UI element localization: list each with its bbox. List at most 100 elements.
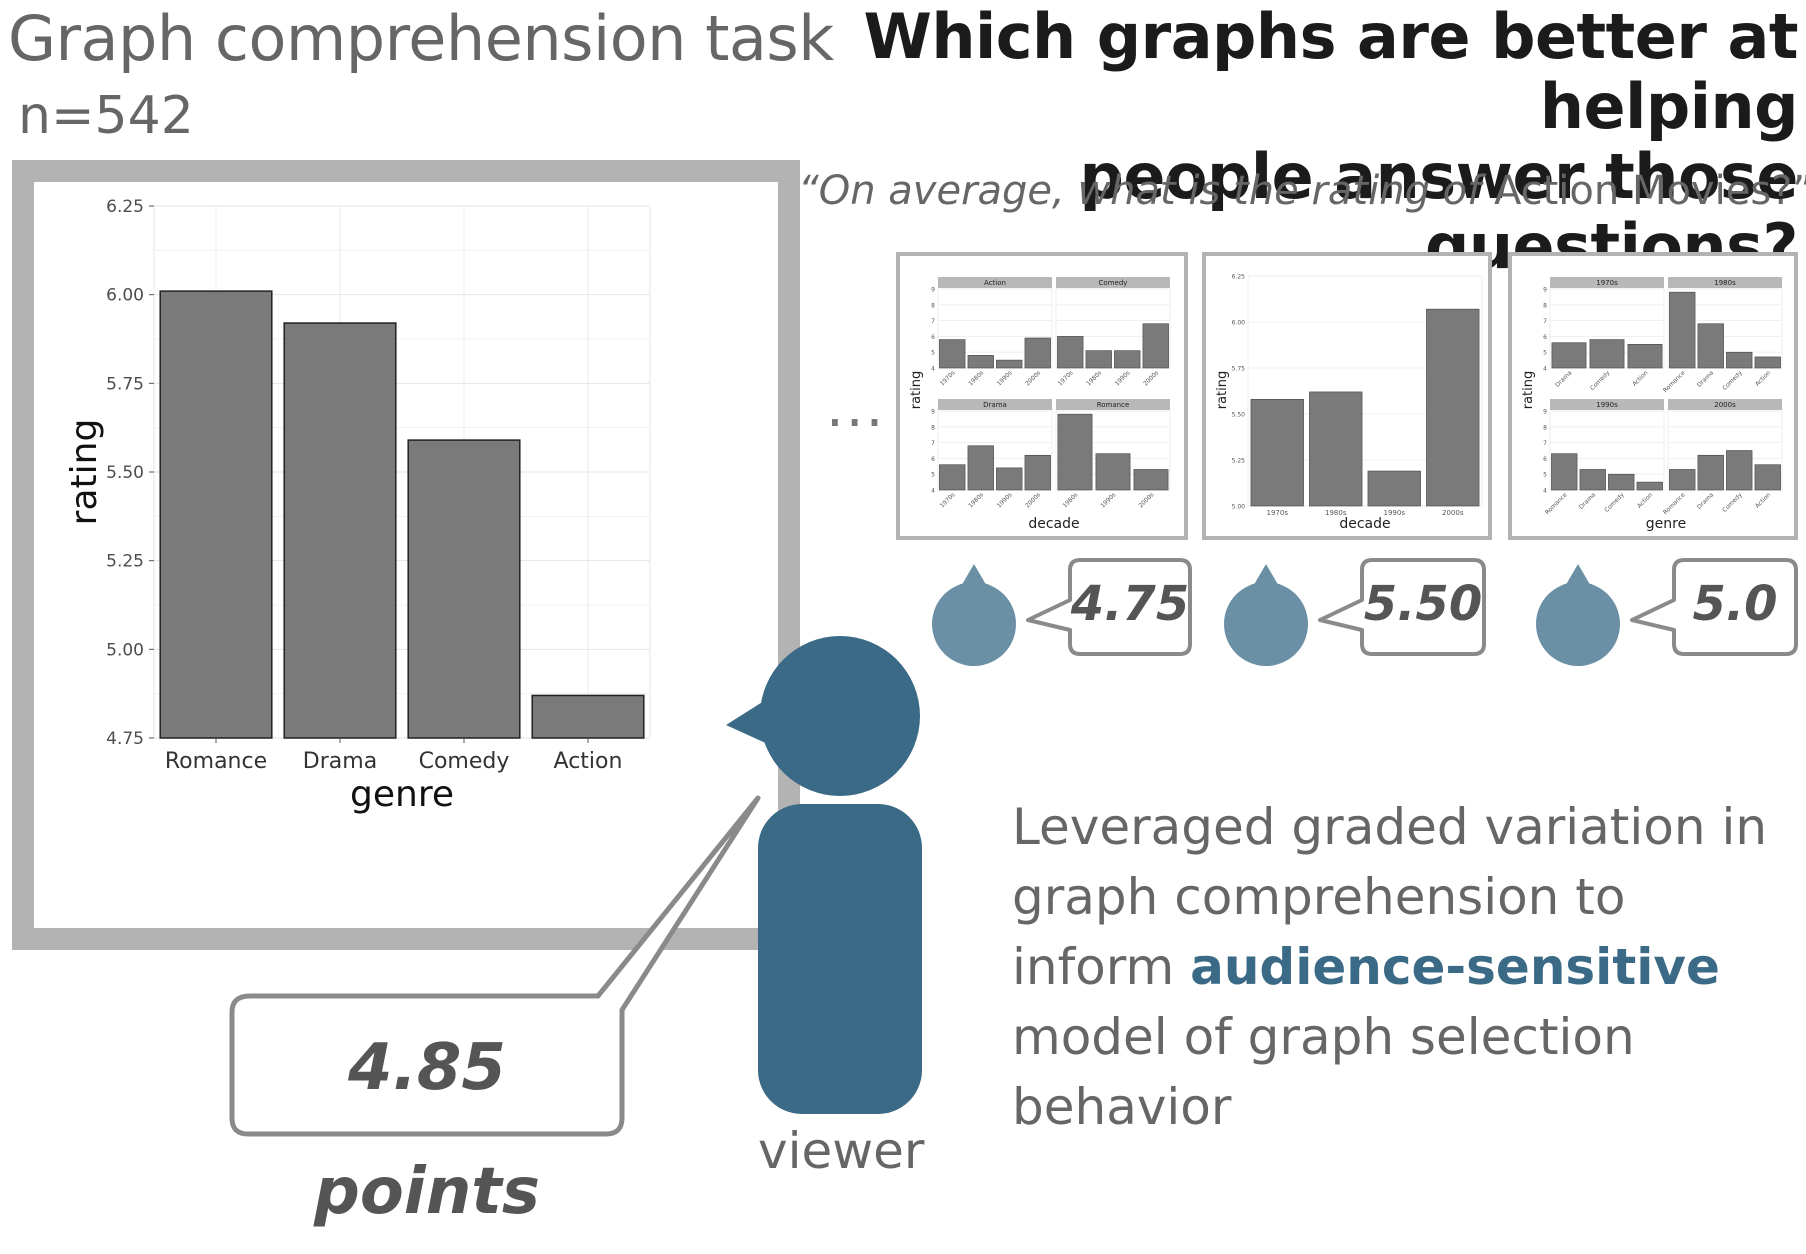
x-tick-label: Action: [554, 749, 623, 774]
facet-strip: [938, 399, 1052, 410]
thumbnail-decade-facets: 1970s 4 5 6 7 8 9 Drama Comedy Action 1980s Romance…: [1508, 252, 1798, 540]
y-tick-label: 4.75: [106, 729, 144, 749]
y-tick-label: 5: [931, 472, 935, 479]
y-tick-label: 5.00: [1232, 504, 1246, 511]
y-tick-label: 9: [1543, 409, 1547, 416]
y-tick-label: 4: [1543, 488, 1547, 495]
y-tick-label: 5.25: [1232, 458, 1246, 465]
bar: [1133, 469, 1169, 491]
y-tick-label: 9: [1543, 287, 1547, 294]
y-tick-label: 6.25: [106, 197, 144, 217]
x-tick-label: 2000s: [1442, 509, 1464, 517]
bar: [1057, 336, 1084, 369]
question: “On average, what is the rating of Actio…: [798, 168, 1806, 214]
x-tick-label: 1990s: [1384, 509, 1406, 517]
bar-romance: [159, 290, 273, 739]
y-tick-label: 6: [931, 456, 935, 463]
bar-drama: [283, 322, 397, 739]
y-tick-label: 9: [931, 409, 935, 416]
facet-strip: [1668, 277, 1782, 288]
y-tick-label: 5: [1543, 350, 1547, 357]
y-tick-label: 7: [1543, 318, 1547, 325]
main-chart-frame: 4.75 5.00 5.25 5.50 5.75 6.00 6.25 Romance Drama…: [12, 160, 800, 950]
y-tick-label: 4: [931, 488, 935, 495]
bar: [967, 355, 994, 369]
bar: [1726, 351, 1753, 369]
person-speech-pointer: [726, 696, 772, 746]
thumb-answer-3: 5.0: [1692, 576, 1778, 632]
viewer-label: viewer: [758, 1122, 925, 1180]
bar: [1697, 454, 1724, 491]
overlay: [229, 558, 1798, 1137]
y-tick-label: 8: [931, 302, 935, 309]
y-tick-label: 6: [931, 334, 935, 341]
y-tick-label: 5.50: [1232, 412, 1246, 419]
y-tick-label: 5: [931, 350, 935, 357]
facet-label: Romance: [1097, 401, 1130, 409]
thumb-callout-3: [1630, 558, 1798, 656]
facet-strip: [1056, 399, 1170, 410]
y-axis-label: rating: [909, 371, 924, 410]
summary-highlight: audience-sensitive: [1190, 938, 1720, 996]
small-person-icon: [1224, 564, 1308, 666]
thumbnail-decade-bars: 5.00 5.25 5.50 5.75 6.00 6.25 1970s 1980s 1990s 2…: [1202, 252, 1492, 540]
bar: [1627, 344, 1663, 369]
left-title: Graph comprehension task: [8, 2, 834, 75]
bar: [967, 445, 994, 491]
bar: [1309, 391, 1363, 507]
bar: [939, 464, 966, 491]
small-person-icon: [932, 564, 1016, 666]
y-tick-label: 8: [931, 424, 935, 431]
person-icon: [726, 636, 922, 1114]
x-axis-label: genre: [350, 774, 454, 815]
y-tick-label: 8: [1543, 424, 1547, 431]
headline: Which graphs are better at helping peopl…: [798, 2, 1799, 283]
question-subject: Action Movies?”: [1493, 168, 1806, 214]
facet-label: Action: [984, 279, 1006, 287]
bar: [1636, 481, 1663, 491]
facet-label: 1970s: [1596, 279, 1618, 287]
y-tick-label: 5.75: [106, 374, 144, 394]
facet-label: 2000s: [1714, 401, 1736, 409]
y-tick-label: 4: [1543, 366, 1547, 373]
main-answer: 4.85 points: [314, 1031, 540, 1229]
thumbnail-chart-2: 5.00 5.25 5.50 5.75 6.00 6.25 1970s 1980s 1990s 2…: [1215, 274, 1483, 532]
sample-size: n=542: [18, 86, 194, 146]
bar: [1589, 339, 1625, 369]
thumb-callout-2: [1318, 558, 1486, 656]
bar: [1669, 291, 1696, 369]
facet-label: Drama: [983, 401, 1007, 409]
main-bar-chart: 4.75 5.00 5.25 5.50 5.75 6.00 6.25 Romance Drama…: [64, 197, 651, 815]
facet-strip: [1550, 277, 1664, 288]
y-tick-label: 5: [1543, 472, 1547, 479]
facet-label: Comedy: [1099, 279, 1128, 287]
facet-strip: [1550, 399, 1664, 410]
y-tick-label: 6.00: [1232, 320, 1246, 327]
bar: [1024, 337, 1051, 369]
bar: [1085, 350, 1112, 369]
y-tick-label: 7: [931, 318, 935, 325]
y-tick-label: 6.00: [106, 286, 144, 306]
y-tick-label: 9: [931, 287, 935, 294]
thumbnail-genre-facets: Action 4 5 6 7 8 9 1970s 1980s 1990s 2000s Comedy 19…: [896, 252, 1188, 540]
facet-strip: [938, 277, 1052, 288]
y-tick-label: 6: [1543, 456, 1547, 463]
x-tick-label: 1970s: [1267, 509, 1289, 517]
headline-line-2: people answer those questions?: [1079, 140, 1799, 283]
y-tick-label: 4: [931, 366, 935, 373]
bar: [996, 359, 1023, 369]
x-axis-label: genre: [1646, 516, 1686, 532]
bar: [1551, 453, 1578, 491]
x-tick-label: Comedy: [419, 749, 510, 774]
bar: [1754, 464, 1781, 491]
facet-label: 1980s: [1714, 279, 1736, 287]
bar: [1057, 413, 1093, 491]
bar: [1669, 469, 1696, 491]
x-axis-label: decade: [1028, 516, 1079, 532]
facet-strip: [1668, 399, 1782, 410]
bar: [1551, 342, 1587, 369]
y-axis-label: rating: [1215, 371, 1230, 410]
y-tick-label: 5.75: [1232, 366, 1246, 373]
